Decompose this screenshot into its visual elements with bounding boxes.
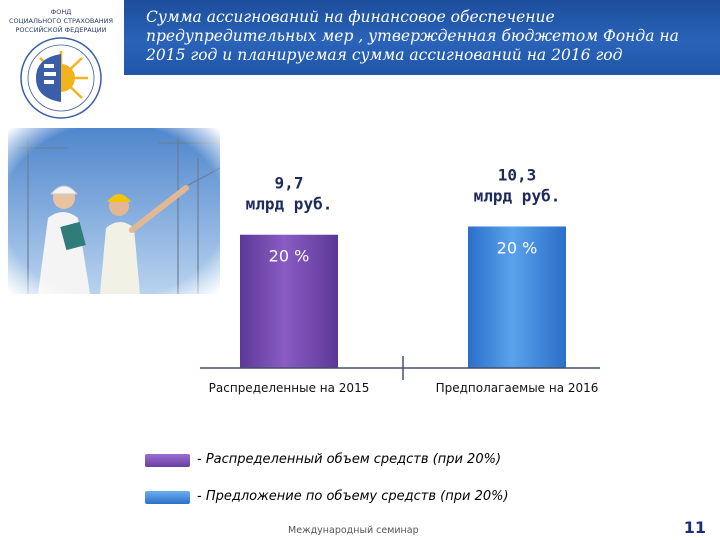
logo-line-3: РОССИЙСКОЙ ФЕДЕРАЦИИ xyxy=(15,26,107,34)
value-label-0-0: 9,7 xyxy=(275,174,304,193)
legend-swatch-purple xyxy=(145,454,190,467)
percent-label-1: 20 % xyxy=(497,238,538,257)
construction-workers-photo xyxy=(8,128,220,294)
legend-swatch-blue xyxy=(145,491,190,504)
value-label-1-0: 10,3 xyxy=(498,165,537,184)
logo-line-1: ФОНД xyxy=(50,8,72,16)
value-label-0-1: млрд руб. xyxy=(246,195,333,214)
header-band: Сумма ассигнований на финансовое обеспеч… xyxy=(124,0,720,75)
logo-line-2: СОЦИАЛЬНОГО СТРАХОВАНИЯ xyxy=(8,17,114,25)
category-label-0: Распределенные на 2015 xyxy=(209,381,370,395)
slide-title: Сумма ассигнований на финансовое обеспеч… xyxy=(146,8,679,64)
percent-label-0: 20 % xyxy=(269,247,310,266)
category-label-1: Предполагаемые на 2016 xyxy=(436,381,599,395)
page-number: 11 xyxy=(683,518,706,537)
bar-1 xyxy=(468,226,566,368)
emblem-icon xyxy=(20,37,102,119)
logo-text: ФОНД СОЦИАЛЬНОГО СТРАХОВАНИЯ РОССИЙСКОЙ … xyxy=(0,8,122,35)
footer-seminar: Международный семинар xyxy=(288,525,419,536)
value-label-1-1: млрд руб. xyxy=(474,186,561,205)
legend-label-2016: - Предложение по объему средств (при 20%… xyxy=(197,489,509,504)
bar-0 xyxy=(240,234,338,368)
legend-label-2015: - Распределенный объем средств (при 20%) xyxy=(197,452,502,467)
logo: ФОНД СОЦИАЛЬНОГО СТРАХОВАНИЯ РОССИЙСКОЙ … xyxy=(0,0,122,128)
